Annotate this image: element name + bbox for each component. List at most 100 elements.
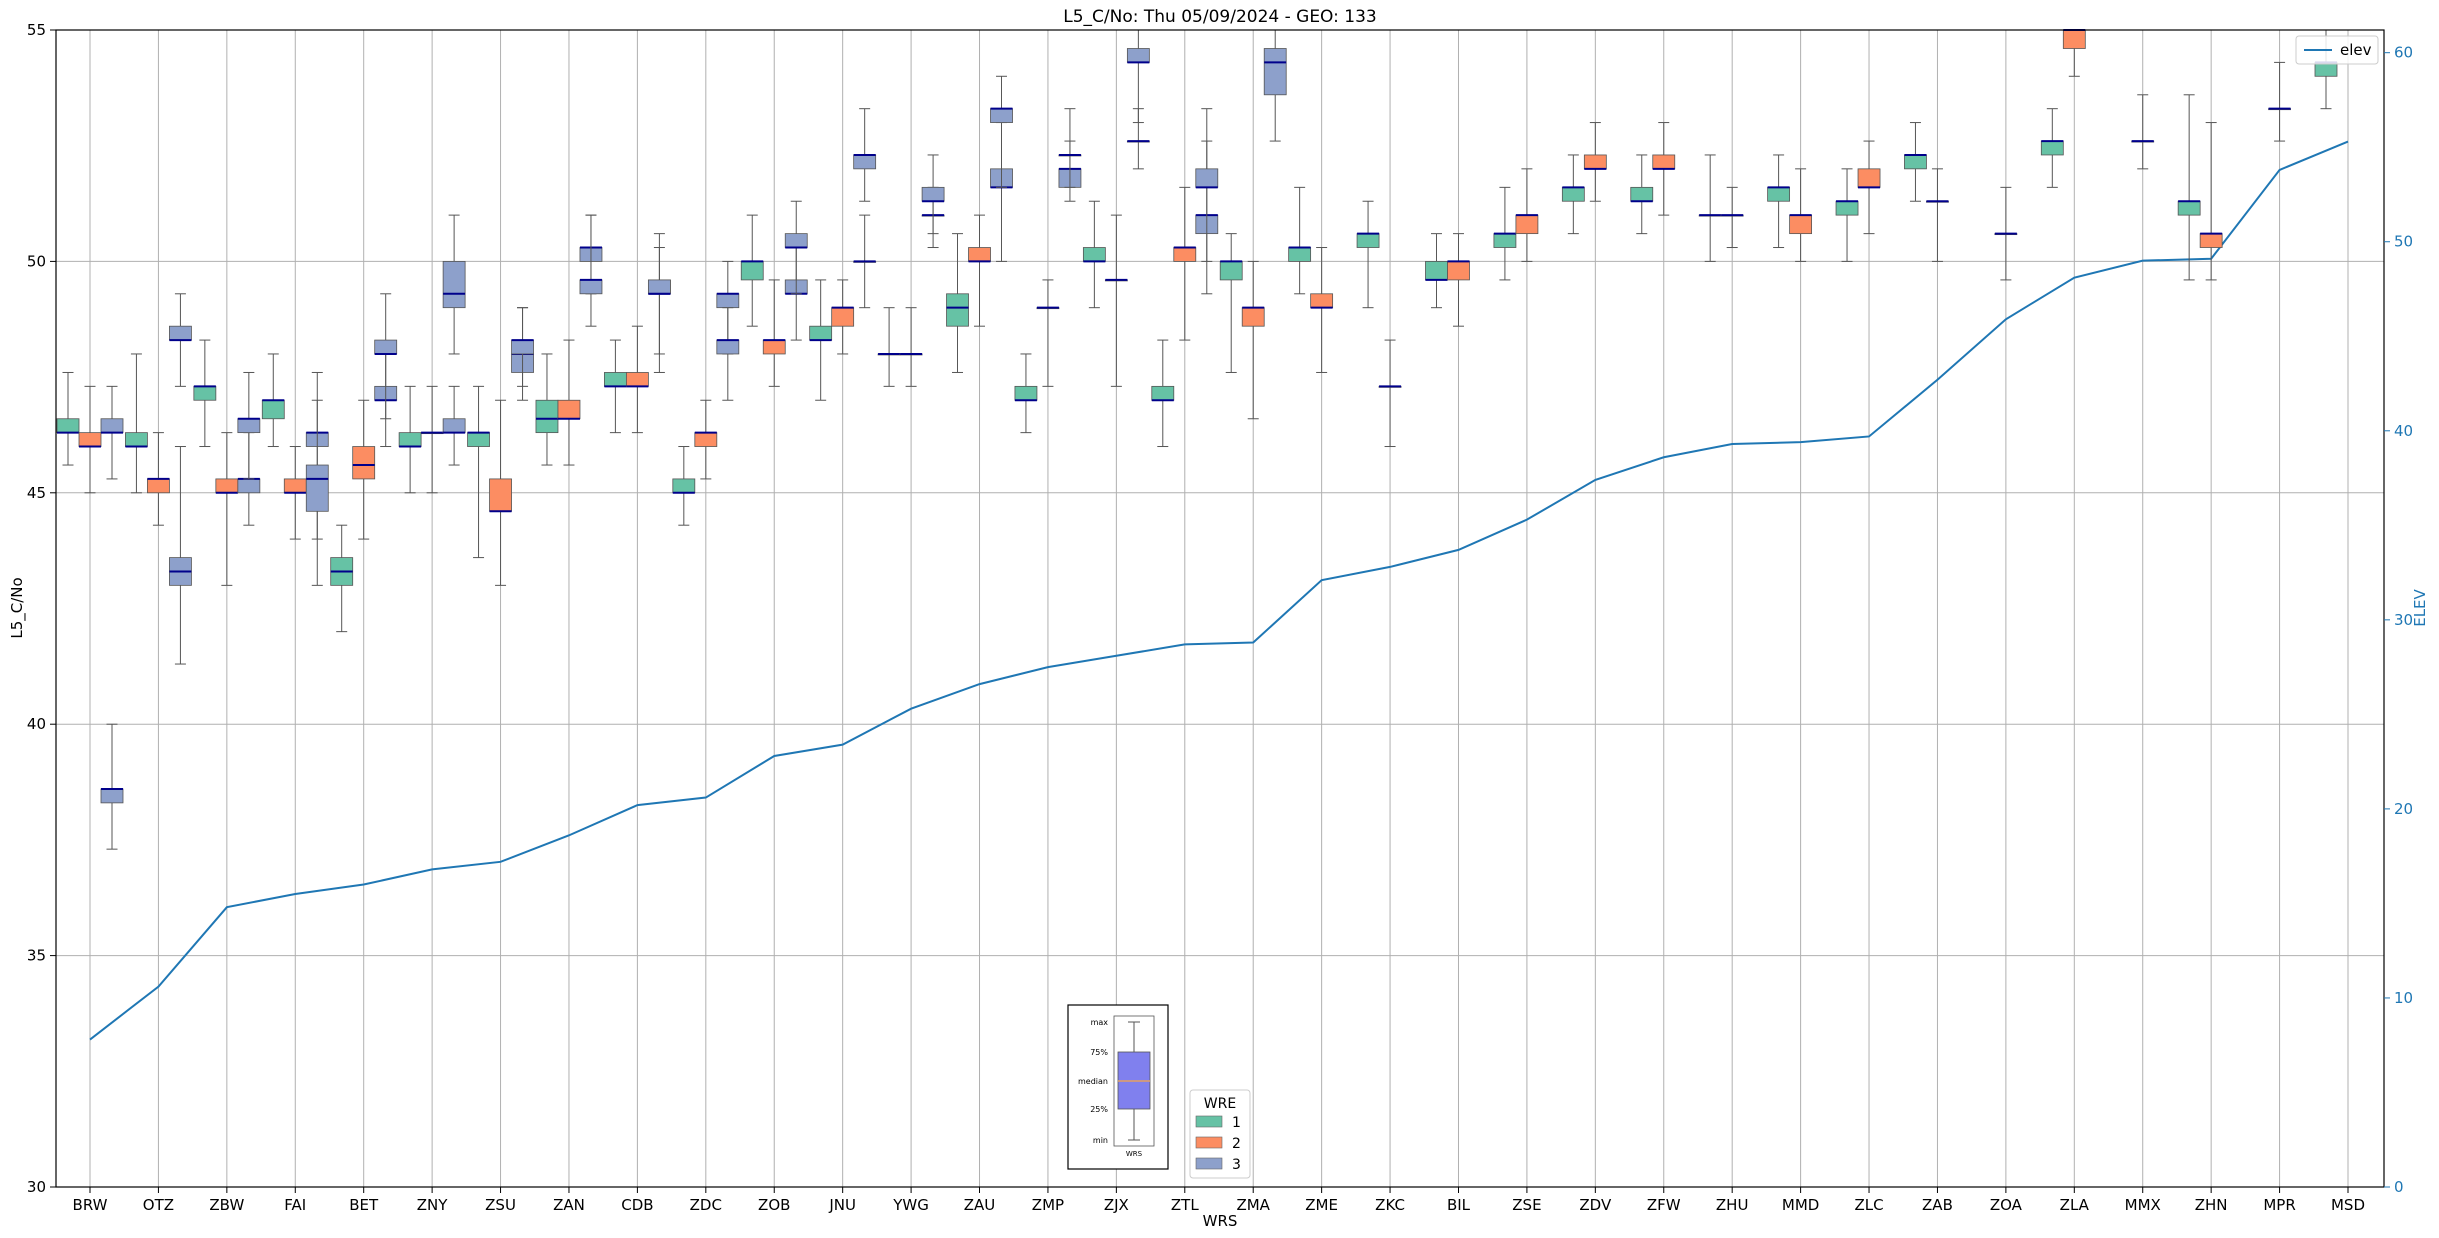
box-plot-wre-1: [1835, 168, 1859, 262]
box-plot-wre-1: [467, 385, 490, 559]
box-body: [535, 399, 559, 434]
box-plot-wre-1: [2040, 108, 2064, 188]
y-tick-label: 55: [27, 21, 46, 39]
box-plot-wre-1: [1698, 154, 1722, 262]
box-body: [1219, 260, 1243, 281]
x-tick-label: YWG: [892, 1196, 929, 1214]
x-tick-label: ZMA: [1236, 1196, 1270, 1214]
box-body: [100, 418, 124, 434]
box-plot-wre-3: [1126, 29, 1150, 124]
y2-tick-label: 0: [2394, 1178, 2404, 1196]
box-body: [261, 399, 285, 420]
elev-legend-label: elev: [2340, 41, 2372, 59]
box-plot-wre-2: [1652, 122, 1676, 216]
inset-label-max: max: [1091, 1018, 1109, 1027]
box-plot-wre-1: [877, 307, 901, 387]
box-body: [489, 478, 512, 512]
x-tick-label: MMX: [2125, 1196, 2161, 1214]
y-axis-label: L5_C/No: [8, 577, 27, 638]
box-plot-wre-2: [1720, 186, 1744, 249]
wre-legend-frame: [1189, 1089, 1251, 1179]
box-body: [1583, 154, 1607, 170]
box-body: [716, 293, 740, 309]
box-body: [237, 418, 261, 434]
box-body: [1014, 385, 1038, 401]
box-body: [647, 279, 671, 295]
box-plot-wre-1: [1014, 353, 1038, 434]
y2-tick-label: 40: [2394, 422, 2413, 440]
wre-legend-swatch-1: [1195, 1115, 1223, 1128]
x-axis: BRW OTZ ZBW FAI BET ZNY ZSU ZAN CDB ZDC ZOB JNU YWG Z…: [73, 1187, 2365, 1214]
x-tick-label: ZLA: [2060, 1196, 2090, 1214]
box-plot-wre-2: [625, 325, 649, 434]
y2-tick-label: 50: [2394, 233, 2413, 251]
box-body: [716, 339, 740, 355]
box-body: [1151, 385, 1175, 401]
box-body: [968, 247, 991, 262]
box-plot-wre-2: [1173, 186, 1197, 341]
box-body: [853, 154, 877, 170]
box-plot-wre-3: [1263, 29, 1287, 142]
x-axis-label: WRS: [1203, 1212, 1238, 1230]
boxplot-key-inset: max 75% median 25% min WRS: [1067, 1004, 1169, 1170]
box-body: [1561, 186, 1585, 202]
box-body: [740, 260, 764, 281]
box-body: [1356, 233, 1380, 248]
box-plot-wre-3: [374, 293, 398, 420]
box-plot-wre-2: [1036, 279, 1060, 387]
box-plot-wre-1: [193, 339, 217, 448]
x-tick-label: ZKC: [1375, 1196, 1405, 1214]
box-plot-wre-1: [1151, 339, 1175, 448]
x-tick-label: BIL: [1447, 1196, 1471, 1214]
chart-title: L5_C/No: Thu 05/09/2024 - GEO: 133: [1063, 7, 1376, 27]
box-body: [511, 339, 534, 355]
box-body: [1652, 154, 1676, 170]
inset-label-min: min: [1093, 1136, 1108, 1145]
box-body: [1241, 307, 1265, 327]
box-body: [1425, 260, 1448, 281]
wre-legend-swatch-3: [1195, 1157, 1223, 1170]
box-plot-wre-1: [1082, 200, 1106, 309]
x-tick-label: FAI: [284, 1196, 306, 1214]
box-body: [1288, 247, 1312, 262]
box-body: [100, 788, 124, 804]
box-body: [1767, 186, 1791, 202]
x-tick-label: ZDV: [1579, 1196, 1612, 1214]
box-plot-wre-2: [968, 214, 991, 327]
elev-legend-frame: [2295, 35, 2379, 65]
box-plot-wre-3: [1058, 108, 1082, 188]
inset-xlabel: WRS: [1126, 1150, 1143, 1158]
x-tick-label: ZNY: [417, 1196, 448, 1214]
elev-line: [89, 140, 2349, 1041]
box-plot-wre-3: [442, 214, 466, 355]
box-plot-wre-1: [1356, 200, 1380, 309]
x-tick-label: ZAU: [964, 1196, 996, 1214]
box-plot-wre-2: [1378, 339, 1402, 448]
x-tick-label: ZAB: [1922, 1196, 1953, 1214]
box-plot-wre-2: [1310, 247, 1334, 373]
x-tick-label: CDB: [621, 1196, 653, 1214]
box-body: [694, 432, 718, 447]
box-plot-wre-2: [215, 432, 239, 586]
box-plot-wre-1: [56, 371, 80, 466]
box-body: [921, 186, 945, 202]
box-plot-wre-2: [1789, 168, 1813, 262]
box-plot-wre-1: [330, 524, 354, 633]
box-plots: [56, 29, 2338, 850]
box-body: [1835, 200, 1859, 216]
box-body: [990, 108, 1013, 123]
y2-axis-label: ELEV: [2411, 588, 2429, 626]
box-plot-wre-3: [305, 399, 329, 586]
inset-plot-frame: [1113, 1015, 1155, 1147]
box-plot-wre-3: [1126, 108, 1150, 170]
box-body: [283, 478, 307, 494]
box-plot-wre-1: [1904, 122, 1927, 202]
box-plot-wre-2: [2062, 29, 2086, 77]
box-body: [2040, 140, 2064, 156]
box-plot-wre-3: [990, 75, 1013, 188]
box-body: [467, 432, 490, 447]
y2-tick-label: 60: [2394, 44, 2413, 62]
box-body: [557, 399, 581, 420]
box-plot-wre-3: [921, 154, 945, 235]
box-plot-wre-2: [352, 399, 376, 540]
